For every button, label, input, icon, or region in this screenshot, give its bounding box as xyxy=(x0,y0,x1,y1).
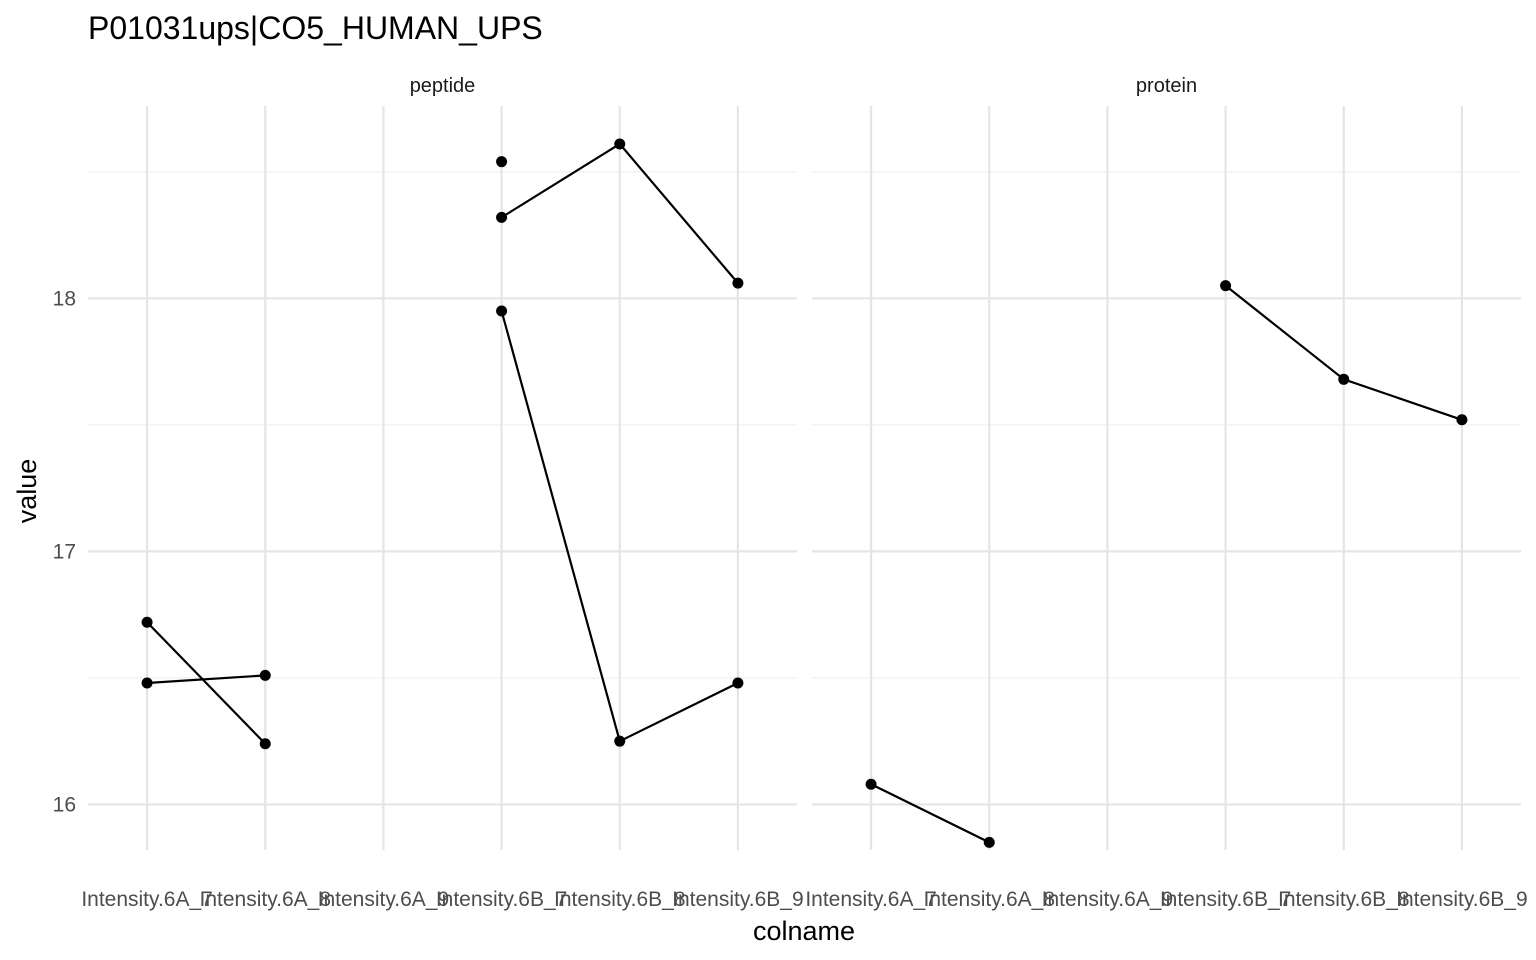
data-point xyxy=(496,305,508,317)
data-point xyxy=(614,735,626,747)
y-tick-label: 18 xyxy=(53,287,76,310)
x-tick-label: Intensity.6A_7 xyxy=(805,888,937,911)
x-tick-label: Intensity.6A_8 xyxy=(199,888,331,911)
x-tick-label: Intensity.6A_9 xyxy=(1042,888,1174,911)
x-tick-label: Intensity.6B_7 xyxy=(1160,888,1292,911)
series-line xyxy=(147,674,266,685)
data-point xyxy=(141,616,153,628)
data-point xyxy=(983,836,995,848)
facet-strip-label: peptide xyxy=(410,75,476,97)
x-tick-label: Intensity.6B_9 xyxy=(1396,888,1528,911)
y-axis-ticks: 16 17 18 xyxy=(53,287,76,816)
data-point xyxy=(496,211,508,223)
x-tick-label: Intensity.6B_7 xyxy=(436,888,568,911)
data-point xyxy=(1220,280,1232,292)
facet-panels: peptideIntensity.6A_7Intensity.6A_8Inten… xyxy=(81,75,1527,911)
series-line xyxy=(870,783,990,844)
facet-panel-protein: proteinIntensity.6A_7Intensity.6A_8Inten… xyxy=(805,75,1527,911)
facet-strip-label: protein xyxy=(1136,75,1197,97)
x-tick-label: Intensity.6B_9 xyxy=(672,888,804,911)
x-tick-label: Intensity.6B_8 xyxy=(554,888,686,911)
x-tick-label: Intensity.6A_8 xyxy=(923,888,1055,911)
x-axis-title: colname xyxy=(753,916,855,946)
chart-title: P01031ups|CO5_HUMAN_UPS xyxy=(88,10,543,46)
data-point xyxy=(259,738,271,750)
data-point xyxy=(1456,414,1468,426)
data-point xyxy=(614,138,626,150)
facet-panel-peptide: peptideIntensity.6A_7Intensity.6A_8Inten… xyxy=(81,75,803,911)
data-point xyxy=(496,156,508,168)
x-tick-label: Intensity.6A_7 xyxy=(81,888,213,911)
data-point xyxy=(865,778,877,790)
data-point xyxy=(1338,373,1350,385)
series-line xyxy=(146,621,267,745)
y-axis-title: value xyxy=(12,459,42,524)
y-tick-label: 17 xyxy=(53,540,76,563)
data-point xyxy=(259,669,271,681)
y-tick-label: 16 xyxy=(53,793,76,816)
data-point xyxy=(141,677,153,689)
data-point xyxy=(732,677,744,689)
x-tick-label: Intensity.6A_9 xyxy=(318,888,450,911)
x-tick-label: Intensity.6B_8 xyxy=(1278,888,1410,911)
data-point xyxy=(732,277,744,289)
